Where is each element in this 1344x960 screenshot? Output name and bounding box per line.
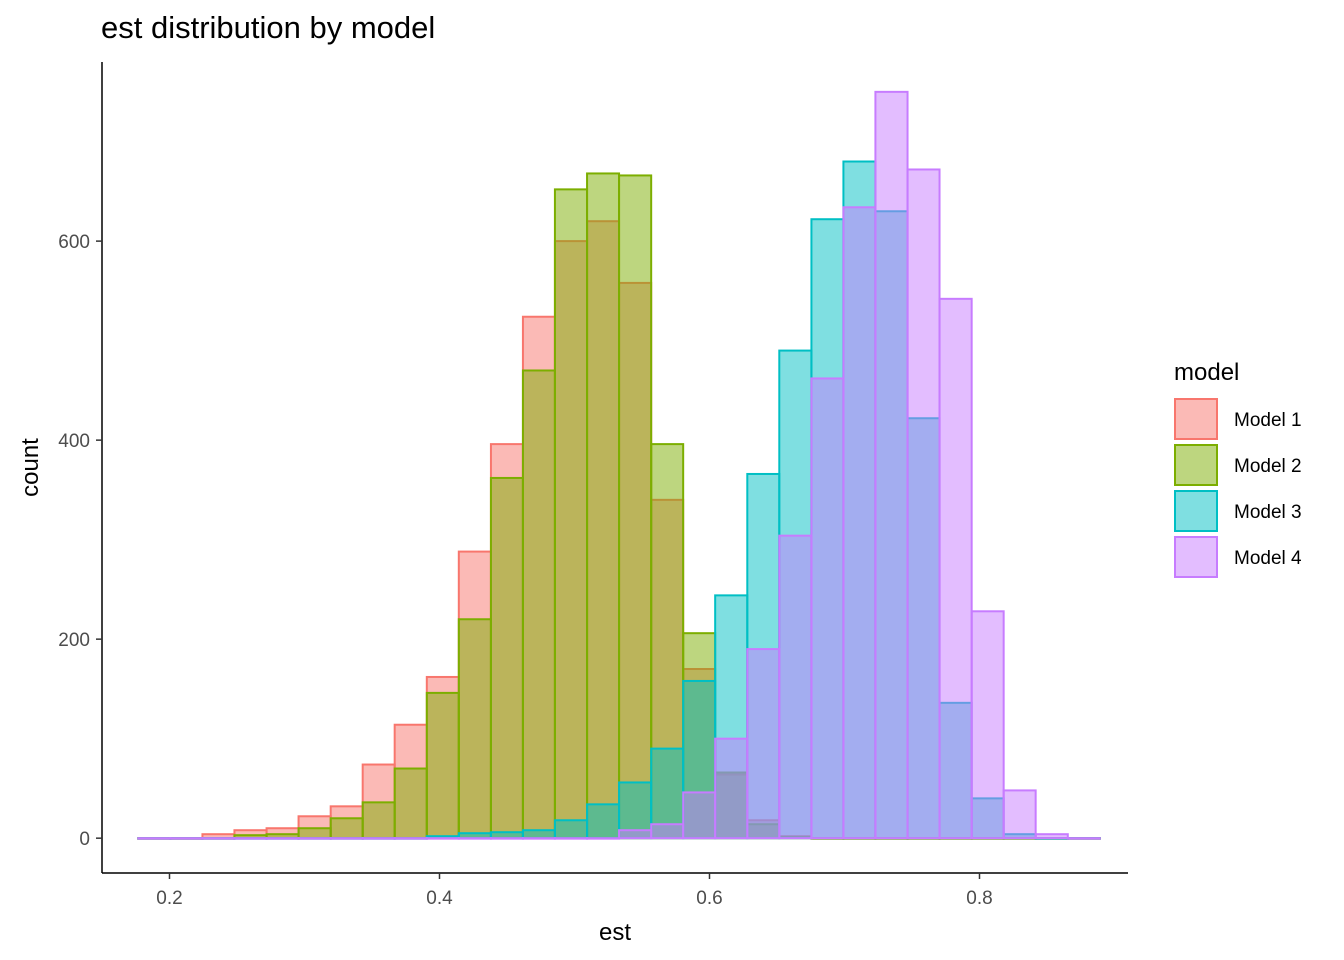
bars-layer <box>137 90 1101 840</box>
bar <box>521 369 556 840</box>
bar <box>489 837 524 840</box>
x-tick-label: 0.8 <box>966 888 992 909</box>
bar <box>425 691 460 840</box>
axes-layer: 0 200 400 600 0.2 0.4 0.6 0.8 est count <box>17 62 1128 946</box>
y-tick-label: 200 <box>58 630 90 651</box>
legend-swatch <box>1174 490 1218 532</box>
bar <box>810 377 845 840</box>
bar <box>265 837 300 840</box>
bar <box>970 610 1005 840</box>
bar <box>586 837 621 840</box>
bar <box>521 829 556 840</box>
x-axis-title: est <box>599 919 631 946</box>
series-4 <box>137 90 1101 840</box>
bar <box>1034 833 1069 840</box>
bar <box>874 90 909 840</box>
legend-swatch <box>1174 398 1218 440</box>
bar <box>201 837 236 840</box>
legend: model Model 1 Model 2 Model 3 Model 4 <box>1174 359 1302 578</box>
bar <box>586 803 621 840</box>
legend-swatch <box>1174 536 1218 578</box>
bar <box>650 823 685 840</box>
bar <box>169 837 204 840</box>
x-tick-label: 0.4 <box>426 888 453 909</box>
bar <box>553 819 589 840</box>
bar <box>714 737 749 840</box>
bar <box>521 837 556 840</box>
legend-title: model <box>1174 359 1239 386</box>
bar <box>297 837 332 840</box>
bar <box>618 829 653 840</box>
y-tick-label: 600 <box>58 232 90 253</box>
bar <box>938 297 973 840</box>
bar <box>778 534 813 840</box>
y-tick-label: 400 <box>58 431 90 452</box>
legend-label: Model 4 <box>1234 548 1302 569</box>
bar <box>457 837 492 840</box>
x-tick-label: 0.6 <box>696 888 722 909</box>
legend-item: Model 3 <box>1174 490 1302 532</box>
bar <box>746 648 781 840</box>
bar <box>425 837 460 840</box>
bar <box>553 837 589 840</box>
legend-label: Model 2 <box>1234 456 1302 477</box>
bar <box>618 781 653 840</box>
legend-item: Model 1 <box>1174 398 1302 440</box>
y-tick-label: 0 <box>79 829 90 850</box>
bar <box>1002 789 1037 840</box>
bar <box>329 837 364 840</box>
legend-label: Model 3 <box>1234 502 1302 523</box>
bar <box>393 767 428 840</box>
bar <box>842 206 877 840</box>
legend-swatch <box>1174 444 1218 486</box>
bar <box>233 837 268 840</box>
chart-title: est distribution by model <box>101 10 436 45</box>
bar <box>297 827 332 840</box>
bar <box>618 174 653 840</box>
legend-item: Model 2 <box>1174 444 1302 486</box>
bar <box>457 618 492 840</box>
bar <box>906 168 941 840</box>
bar <box>489 476 524 840</box>
legend-item: Model 4 <box>1174 536 1302 578</box>
bar <box>1066 837 1101 840</box>
bar <box>682 791 717 840</box>
bar <box>361 801 396 840</box>
bar <box>137 837 172 840</box>
bar <box>393 837 428 840</box>
bar <box>586 172 621 840</box>
bar <box>329 817 364 840</box>
bar <box>361 837 396 840</box>
legend-label: Model 1 <box>1234 410 1302 431</box>
bar <box>553 188 589 840</box>
y-axis-title: count <box>17 438 44 497</box>
x-tick-label: 0.2 <box>156 888 182 909</box>
